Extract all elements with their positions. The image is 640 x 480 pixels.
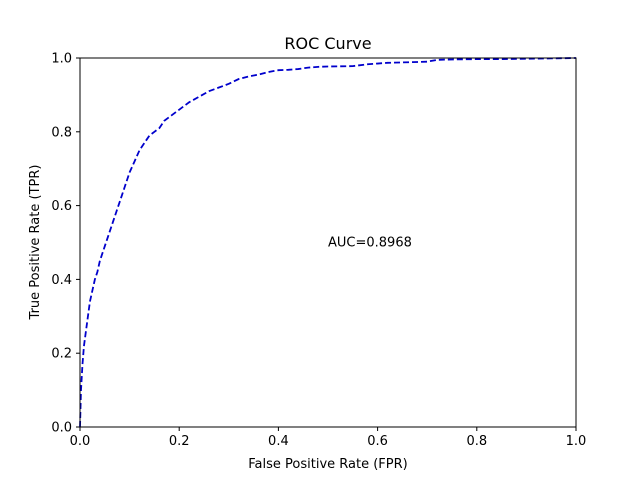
x-tick-label: 0.2 — [169, 434, 190, 449]
x-tick-label: 0.6 — [367, 434, 388, 449]
y-tick-label: 0.4 — [51, 273, 72, 288]
plot-frame — [79, 57, 577, 428]
x-tick-label: 0.0 — [70, 434, 91, 449]
y-tick-label: 0.2 — [51, 347, 72, 362]
y-axis-ticks: 0.0 0.2 0.4 0.6 0.8 1.0 — [51, 52, 80, 436]
y-tick-label: 0.6 — [51, 199, 72, 214]
y-tick-label: 1.0 — [51, 52, 72, 67]
roc-curve-line — [79, 57, 577, 428]
x-tick-label: 0.4 — [268, 434, 289, 449]
series-layer — [79, 57, 577, 428]
x-axis-ticks: 0.0 0.2 0.4 0.6 0.8 1.0 — [70, 427, 587, 449]
x-tick-label: 1.0 — [566, 434, 587, 449]
x-tick-label: 0.8 — [466, 434, 487, 449]
x-axis-label: False Positive Rate (FPR) — [248, 457, 407, 472]
y-axis-label: True Positive Rate (TPR) — [28, 165, 43, 321]
y-tick-label: 0.8 — [51, 125, 72, 140]
chart-title: ROC Curve — [284, 34, 371, 53]
y-tick-label: 0.0 — [51, 421, 72, 436]
auc-annotation: AUC=0.8968 — [328, 236, 412, 251]
